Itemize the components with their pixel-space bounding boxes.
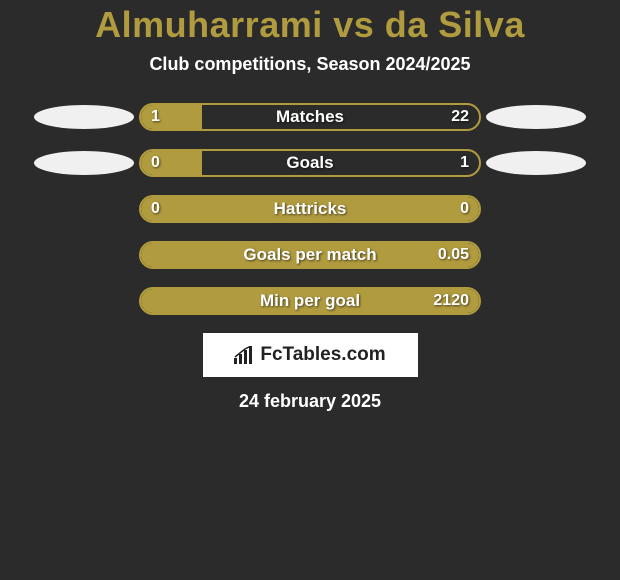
stat-row: 0 Hattricks 0 xyxy=(0,195,620,223)
stat-row: 1 Matches 22 xyxy=(0,103,620,131)
stat-value-right: 22 xyxy=(451,108,469,126)
date-label: 24 february 2025 xyxy=(0,391,620,412)
stat-bar: 0 Goals 1 xyxy=(139,149,481,177)
brand-logo[interactable]: FcTables.com xyxy=(203,333,418,377)
stat-value-left: 1 xyxy=(151,108,160,126)
stat-row: Min per goal 2120 xyxy=(0,287,620,315)
stat-value-right: 0 xyxy=(460,200,469,218)
stat-value-left: 0 xyxy=(151,154,160,172)
stat-value-right: 1 xyxy=(460,154,469,172)
player-avatar-right xyxy=(481,149,591,177)
avatar-spacer xyxy=(481,241,591,269)
stat-label: Goals xyxy=(286,153,333,173)
chart-icon xyxy=(234,346,254,364)
avatar-spacer xyxy=(481,287,591,315)
stat-row: 0 Goals 1 xyxy=(0,149,620,177)
avatar-spacer xyxy=(29,195,139,223)
avatar-spacer xyxy=(481,195,591,223)
stats-list: 1 Matches 22 0 Goals 1 0 Hattricks 0 Goals per ma… xyxy=(0,103,620,315)
stat-bar: 1 Matches 22 xyxy=(139,103,481,131)
stat-value-left: 0 xyxy=(151,200,160,218)
stat-label: Hattricks xyxy=(274,199,347,219)
stat-value-right: 0.05 xyxy=(438,246,469,264)
stat-bar: 0 Hattricks 0 xyxy=(139,195,481,223)
player-avatar-left xyxy=(29,149,139,177)
player-avatar-left xyxy=(29,103,139,131)
brand-text: FcTables.com xyxy=(260,344,385,366)
stat-label: Goals per match xyxy=(243,245,376,265)
stat-value-right: 2120 xyxy=(433,292,469,310)
avatar-spacer xyxy=(29,287,139,315)
stat-bar: Goals per match 0.05 xyxy=(139,241,481,269)
player-avatar-right xyxy=(481,103,591,131)
stat-label: Matches xyxy=(276,107,344,127)
stat-row: Goals per match 0.05 xyxy=(0,241,620,269)
page-subtitle: Club competitions, Season 2024/2025 xyxy=(0,54,620,75)
stat-label: Min per goal xyxy=(260,291,360,311)
page-title: Almuharrami vs da Silva xyxy=(0,4,620,46)
avatar-spacer xyxy=(29,241,139,269)
comparison-widget: Almuharrami vs da Silva Club competition… xyxy=(0,0,620,412)
stat-bar: Min per goal 2120 xyxy=(139,287,481,315)
